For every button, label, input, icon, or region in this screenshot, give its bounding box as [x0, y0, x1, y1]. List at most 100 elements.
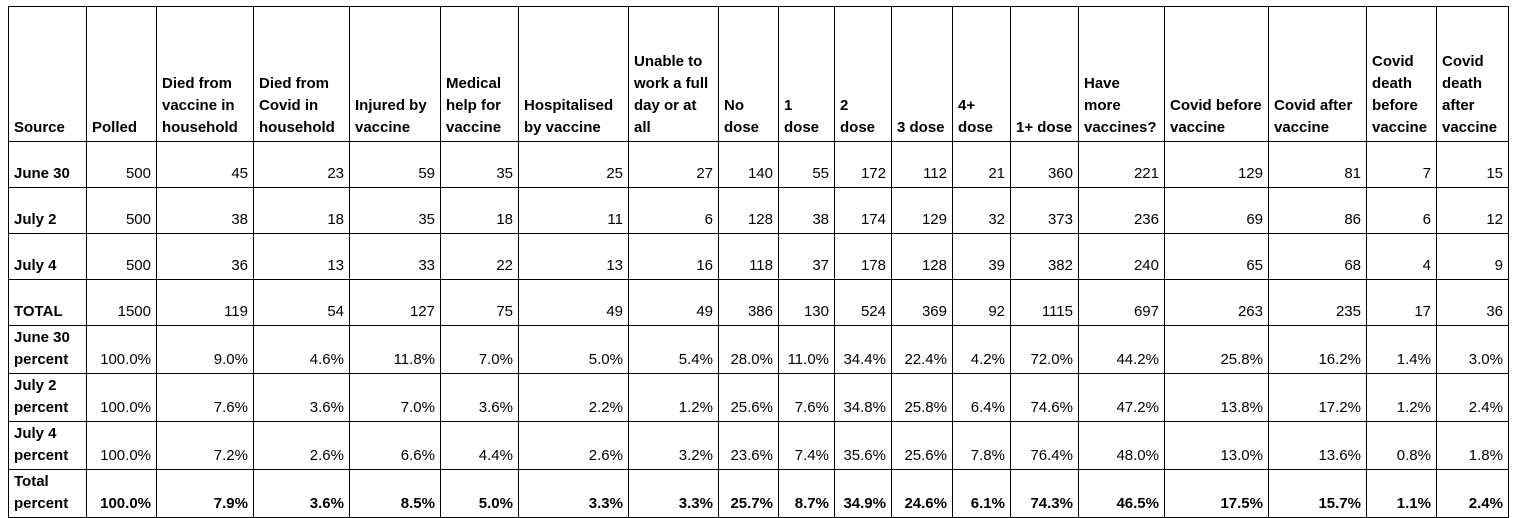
table-cell: 45: [156, 141, 254, 188]
table-cell: 524: [834, 279, 892, 326]
table-cell: 32: [952, 187, 1011, 234]
table-cell: 25.8%: [1164, 325, 1269, 374]
column-header: 3 dose: [891, 6, 953, 142]
table-cell: 221: [1078, 141, 1165, 188]
table-cell: 2.6%: [518, 421, 629, 470]
table-cell: 500: [86, 141, 157, 188]
header-row: Source Polled Died from vaccine in househo…: [8, 6, 1509, 142]
table-cell: 48.0%: [1078, 421, 1165, 470]
table-cell: 9: [1436, 233, 1509, 280]
table-cell: 5.0%: [440, 469, 519, 518]
table-cell: 25.6%: [718, 373, 779, 422]
table-cell: 9.0%: [156, 325, 254, 374]
table-cell: 16: [628, 233, 719, 280]
table-cell: 100.0%: [86, 469, 157, 518]
table-cell: 49: [628, 279, 719, 326]
table-cell: 17.2%: [1268, 373, 1367, 422]
table-row: Total percent 100.0% 7.9% 3.6% 8.5% 5.0% 3.3% 3…: [8, 469, 1509, 518]
table-cell: 37: [778, 233, 835, 280]
table-row: June 30 500 45 23 59 35 25 27 140 55 172 112 21 360 22…: [8, 141, 1509, 188]
table-cell: 3.0%: [1436, 325, 1509, 374]
column-header: Have more vaccines?: [1078, 6, 1165, 142]
table-cell: 35: [349, 187, 441, 234]
column-header: 2 dose: [834, 6, 892, 142]
table-cell: 3.6%: [253, 469, 350, 518]
table-cell: 25.7%: [718, 469, 779, 518]
table-cell: 46.5%: [1078, 469, 1165, 518]
table-cell: 100.0%: [86, 325, 157, 374]
row-label: TOTAL: [8, 279, 87, 326]
table-cell: 369: [891, 279, 953, 326]
table-cell: 1.1%: [1366, 469, 1437, 518]
table-cell: 4: [1366, 233, 1437, 280]
table-cell: 34.9%: [834, 469, 892, 518]
table-cell: 129: [891, 187, 953, 234]
table-cell: 22.4%: [891, 325, 953, 374]
table-cell: 25.6%: [891, 421, 953, 470]
table-cell: 74.3%: [1010, 469, 1079, 518]
column-header: Medical help for vaccine: [440, 6, 519, 142]
table-row: July 2 500 38 18 35 18 11 6 128 38 174 129 32 373 236 6…: [8, 187, 1509, 234]
table-cell: 7.6%: [156, 373, 254, 422]
table-cell: 47.2%: [1078, 373, 1165, 422]
column-header: Covid after vaccine: [1268, 6, 1367, 142]
table-cell: 236: [1078, 187, 1165, 234]
table-cell: 130: [778, 279, 835, 326]
table-cell: 59: [349, 141, 441, 188]
column-header: Unable to work a full day or at all: [628, 6, 719, 142]
table-cell: 3.6%: [253, 373, 350, 422]
table-cell: 100.0%: [86, 373, 157, 422]
column-header: No dose: [718, 6, 779, 142]
table-cell: 2.4%: [1436, 469, 1509, 518]
table-cell: 7.4%: [778, 421, 835, 470]
table-cell: 6: [628, 187, 719, 234]
table-cell: 1500: [86, 279, 157, 326]
table-cell: 174: [834, 187, 892, 234]
table-cell: 263: [1164, 279, 1269, 326]
table-cell: 500: [86, 233, 157, 280]
table-cell: 2.6%: [253, 421, 350, 470]
column-header: Died from vaccine in household: [156, 6, 254, 142]
column-header: Polled: [86, 6, 157, 142]
table-cell: 34.8%: [834, 373, 892, 422]
table-cell: 13.8%: [1164, 373, 1269, 422]
table-cell: 13: [253, 233, 350, 280]
table-cell: 21: [952, 141, 1011, 188]
table-cell: 128: [891, 233, 953, 280]
table-cell: 3.2%: [628, 421, 719, 470]
table-cell: 119: [156, 279, 254, 326]
table-cell: 23: [253, 141, 350, 188]
table-cell: 6.4%: [952, 373, 1011, 422]
table-cell: 112: [891, 141, 953, 188]
table-cell: 1.4%: [1366, 325, 1437, 374]
table-cell: 44.2%: [1078, 325, 1165, 374]
row-label: July 2 percent: [8, 373, 87, 422]
table-cell: 7.0%: [440, 325, 519, 374]
table-row: TOTAL 1500 119 54 127 75 49 49 386 130 524 369 92 111…: [8, 279, 1509, 326]
table-cell: 92: [952, 279, 1011, 326]
table-cell: 24.6%: [891, 469, 953, 518]
row-label: July 4 percent: [8, 421, 87, 470]
table-cell: 7.2%: [156, 421, 254, 470]
row-label: June 30 percent: [8, 325, 87, 374]
table-cell: 36: [1436, 279, 1509, 326]
table-cell: 34.4%: [834, 325, 892, 374]
table-cell: 39: [952, 233, 1011, 280]
table-cell: 140: [718, 141, 779, 188]
table-cell: 1.2%: [628, 373, 719, 422]
table-cell: 382: [1010, 233, 1079, 280]
table-cell: 55: [778, 141, 835, 188]
table-row: June 30 percent 100.0% 9.0% 4.6% 11.8% 7.0% 5.…: [8, 325, 1509, 374]
table-cell: 16.2%: [1268, 325, 1367, 374]
table-cell: 6.1%: [952, 469, 1011, 518]
row-label: July 4: [8, 233, 87, 280]
table-cell: 17: [1366, 279, 1437, 326]
row-label: June 30: [8, 141, 87, 188]
table-cell: 54: [253, 279, 350, 326]
table-cell: 128: [718, 187, 779, 234]
column-header: 1 dose: [778, 6, 835, 142]
table-cell: 2.2%: [518, 373, 629, 422]
table-cell: 235: [1268, 279, 1367, 326]
table-cell: 3.3%: [518, 469, 629, 518]
table-cell: 3.3%: [628, 469, 719, 518]
